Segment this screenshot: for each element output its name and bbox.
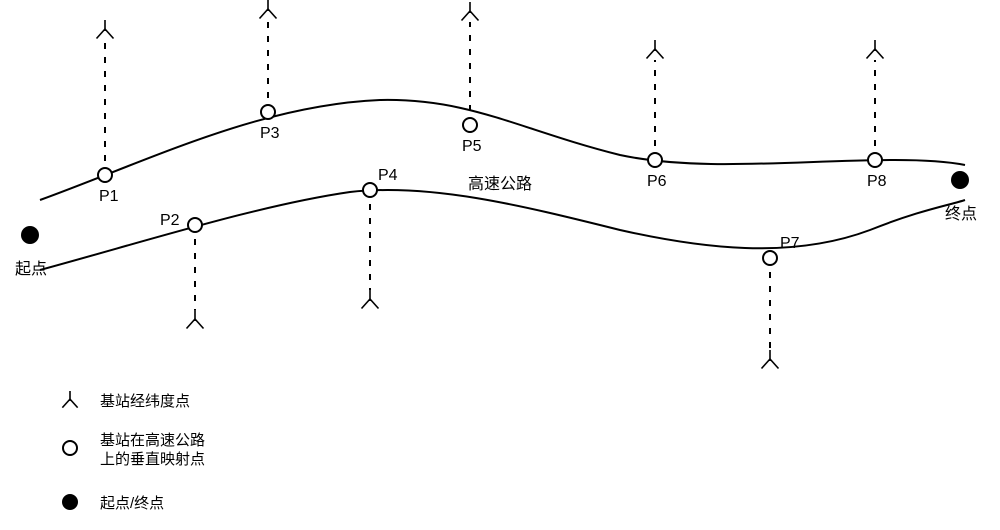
- projection-point-P7: [763, 251, 777, 265]
- start-point: [21, 226, 39, 244]
- base-station-icon-P7: [762, 350, 779, 369]
- legend-endpoint-label: 起点/终点: [100, 495, 164, 512]
- base-station-icon-P6: [647, 40, 664, 59]
- projection-point-P5: [463, 118, 477, 132]
- legend-projection-label-line2: 上的垂直映射点: [100, 451, 205, 468]
- highway-basestation-diagram: 高速公路起点 终点 P1 P2 P3 P4 P5 P6 P7 P8 基站经纬度点基站在高速公路上的垂…: [0, 0, 1000, 530]
- base-station-icon-P8: [867, 40, 884, 59]
- end-label: 终点: [945, 205, 977, 223]
- projection-point-P4: [363, 183, 377, 197]
- point-label-P1: P1: [99, 188, 119, 205]
- point-label-P5: P5: [462, 138, 482, 155]
- projection-point-P8: [868, 153, 882, 167]
- point-label-P3: P3: [260, 125, 280, 142]
- base-station-icon-P1: [97, 20, 114, 39]
- point-label-P2: P2: [160, 212, 180, 229]
- base-station-icon-P3: [260, 0, 277, 19]
- point-label-P8: P8: [867, 173, 887, 190]
- legend-endpoint-icon: [62, 494, 78, 510]
- projection-point-P3: [261, 105, 275, 119]
- end-point: [951, 171, 969, 189]
- legend-base-station-label: 基站经纬度点: [100, 393, 190, 410]
- base-station-icon-P5: [462, 2, 479, 21]
- legend-base-station-icon: [62, 391, 77, 408]
- point-label-P4: P4: [378, 167, 398, 184]
- point-label-P6: P6: [647, 173, 667, 190]
- road-label: 高速公路: [468, 175, 532, 193]
- legend-projection-icon: [63, 441, 77, 455]
- legend-projection-label-line1: 基站在高速公路: [100, 432, 205, 449]
- point-label-P7: P7: [780, 235, 800, 252]
- road-lower-edge: [40, 190, 965, 270]
- start-label: 起点: [15, 260, 47, 278]
- projection-point-P6: [648, 153, 662, 167]
- base-station-icon-P2: [187, 310, 204, 329]
- projection-point-P2: [188, 218, 202, 232]
- projection-point-P1: [98, 168, 112, 182]
- base-station-icon-P4: [362, 290, 379, 309]
